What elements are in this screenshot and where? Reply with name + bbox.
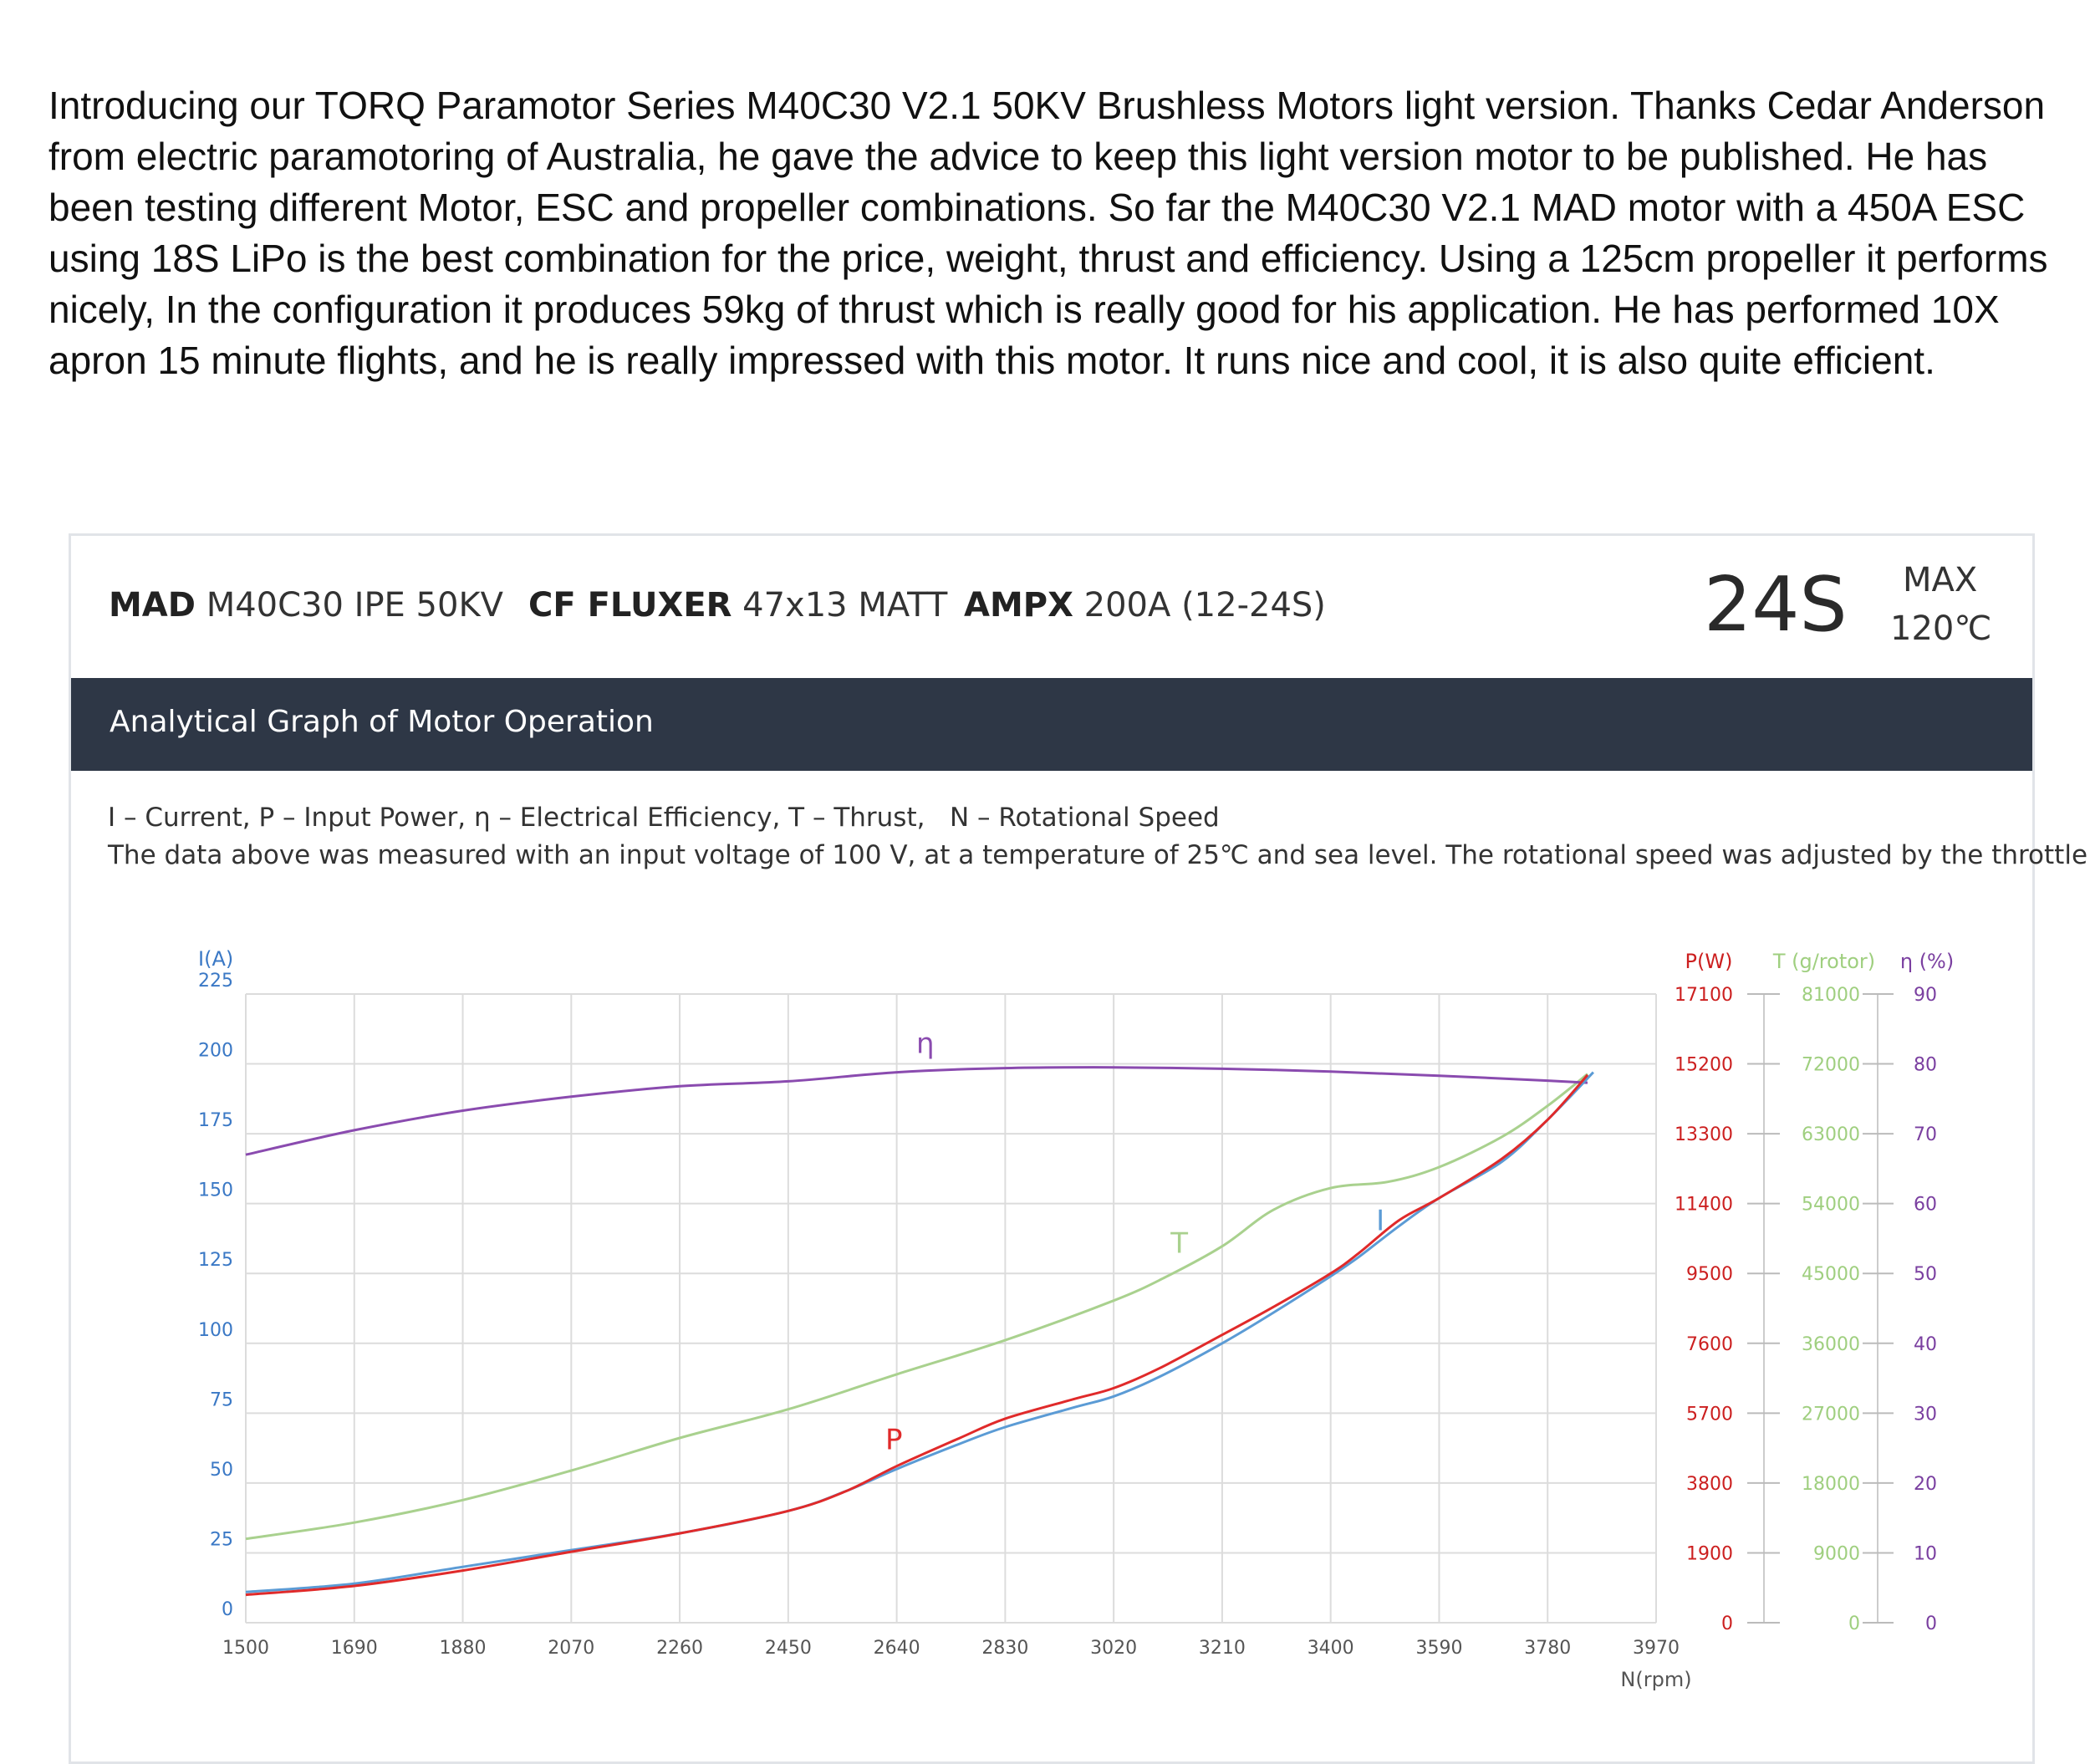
y-tick-label-thrust: 0: [1848, 1614, 1860, 1634]
y-tick-label-efficiency: 0: [1925, 1614, 1937, 1634]
y-tick-label-current: 125: [198, 1250, 233, 1271]
x-axis-label: N(rpm): [1620, 1668, 1691, 1691]
symbol-legend: I – Current, P – Input Power, η – Electr…: [108, 803, 1220, 833]
max-temp-label: MAX: [1903, 561, 1978, 599]
y-tick-label-efficiency: 80: [1914, 1055, 1937, 1076]
y-tick-label-thrust: 18000: [1802, 1474, 1860, 1495]
y-tick-label-thrust: 72000: [1802, 1055, 1860, 1076]
y-tick-label-thrust: 81000: [1802, 985, 1860, 1006]
x-tick-label: 2640: [874, 1638, 920, 1659]
y-tick-label-thrust: 36000: [1802, 1334, 1860, 1355]
esc-model: 200A (12-24S): [1083, 586, 1326, 625]
test-conditions: The data above was measured with an inpu…: [108, 840, 2090, 870]
y-tick-label-power: 11400: [1675, 1195, 1733, 1216]
y-tick-label-thrust: 63000: [1802, 1124, 1860, 1145]
y-tick-label-current: 0: [222, 1599, 233, 1620]
cell-count: 24S: [1704, 561, 1848, 649]
propeller-brand: CF FLUXER: [528, 586, 732, 625]
x-tick-label: 3970: [1633, 1638, 1680, 1659]
series-line-efficiency: [245, 1066, 1588, 1156]
x-tick-label: 2260: [656, 1638, 703, 1659]
motor-operation-chart: 1500 1690 1880 2070 2260 2450 2640 2830 3020 3210…: [198, 947, 1954, 1691]
series-line-current: [245, 1071, 1594, 1593]
y-tick-label-current: 175: [198, 1110, 233, 1131]
y-tick-label-thrust: 54000: [1802, 1195, 1860, 1216]
y-tick-label-power: 13300: [1675, 1124, 1733, 1145]
x-tick-label: 2830: [981, 1638, 1028, 1659]
y-tick-label-current: 100: [198, 1320, 233, 1341]
esc-spec: AMPX 200A (12-24S): [964, 586, 1326, 625]
y-tick-label-current: 25: [210, 1529, 233, 1550]
motor-spec: MAD M40C30 IPE 50KV: [109, 586, 503, 625]
x-tick-label: 1690: [331, 1638, 378, 1659]
series-label-efficiency: η: [916, 1027, 935, 1060]
y-tick-label-power: 15200: [1675, 1055, 1733, 1076]
series-label-current: I: [1376, 1205, 1384, 1238]
motor-model: M40C30 IPE 50KV: [206, 586, 504, 625]
series-line-power: [245, 1073, 1589, 1597]
max-temp-value: 120℃: [1890, 609, 1992, 648]
y-tick-label-current: 225: [198, 971, 233, 992]
y-tick-label-efficiency: 90: [1914, 985, 1937, 1006]
axis-label-thrust: T (g/rotor): [1772, 950, 1875, 973]
y-tick-label-thrust: 27000: [1802, 1404, 1860, 1425]
y-tick-label-efficiency: 10: [1914, 1543, 1937, 1564]
y-tick-label-current: 50: [210, 1460, 233, 1481]
section-header-bar: Analytical Graph of Motor Operation: [71, 678, 2032, 771]
axis-label-power: P(W): [1685, 950, 1733, 973]
axis-label-current: I(A): [198, 947, 233, 971]
esc-brand: AMPX: [964, 586, 1073, 625]
y-tick-label-efficiency: 40: [1914, 1334, 1937, 1355]
x-tick-label: 3020: [1090, 1638, 1137, 1659]
x-tick-label: 3780: [1524, 1638, 1571, 1659]
motor-spec-card: MAD M40C30 IPE 50KV CF FLUXER 47x13 MATT…: [69, 533, 2090, 1764]
y-tick-label-power: 5700: [1686, 1404, 1733, 1425]
y-tick-label-power: 1900: [1686, 1543, 1733, 1564]
x-tick-label: 3210: [1199, 1638, 1246, 1659]
y-tick-label-power: 7600: [1686, 1334, 1733, 1355]
y-tick-label-efficiency: 70: [1914, 1124, 1937, 1145]
x-tick-label: 1880: [440, 1638, 487, 1659]
series-label-thrust: T: [1170, 1227, 1188, 1261]
axis-label-efficiency: η (%): [1900, 950, 1954, 973]
x-tick-label: 3400: [1308, 1638, 1354, 1659]
y-tick-label-thrust: 45000: [1802, 1264, 1860, 1285]
y-tick-label-current: 200: [198, 1041, 233, 1062]
y-tick-label-power: 17100: [1675, 985, 1733, 1006]
y-tick-label-power: 9500: [1686, 1264, 1733, 1285]
y-tick-label-thrust: 9000: [1813, 1543, 1860, 1564]
y-tick-label-efficiency: 60: [1914, 1195, 1937, 1216]
y-tick-label-current: 150: [198, 1180, 233, 1201]
propeller-model: 47x13 MATT: [742, 586, 948, 625]
section-title: Analytical Graph of Motor Operation: [110, 705, 654, 739]
x-tick-label: 3590: [1415, 1638, 1462, 1659]
series-label-power: P: [885, 1423, 903, 1456]
y-tick-label-power: 3800: [1686, 1474, 1733, 1495]
x-tick-label: 2070: [548, 1638, 594, 1659]
y-tick-label-efficiency: 50: [1914, 1264, 1937, 1285]
y-tick-label-efficiency: 20: [1914, 1474, 1937, 1495]
x-tick-label: 2450: [765, 1638, 812, 1659]
series-line-thrust: [245, 1073, 1588, 1541]
y-tick-label-efficiency: 30: [1914, 1404, 1937, 1425]
y-tick-label-power: 0: [1721, 1614, 1733, 1634]
y-tick-label-current: 75: [210, 1389, 233, 1410]
propeller-spec: CF FLUXER 47x13 MATT: [528, 586, 947, 625]
motor-brand: MAD: [109, 586, 196, 625]
intro-paragraph: Introducing our TORQ Paramotor Series M4…: [48, 84, 2048, 382]
x-tick-label: 1500: [222, 1638, 269, 1659]
